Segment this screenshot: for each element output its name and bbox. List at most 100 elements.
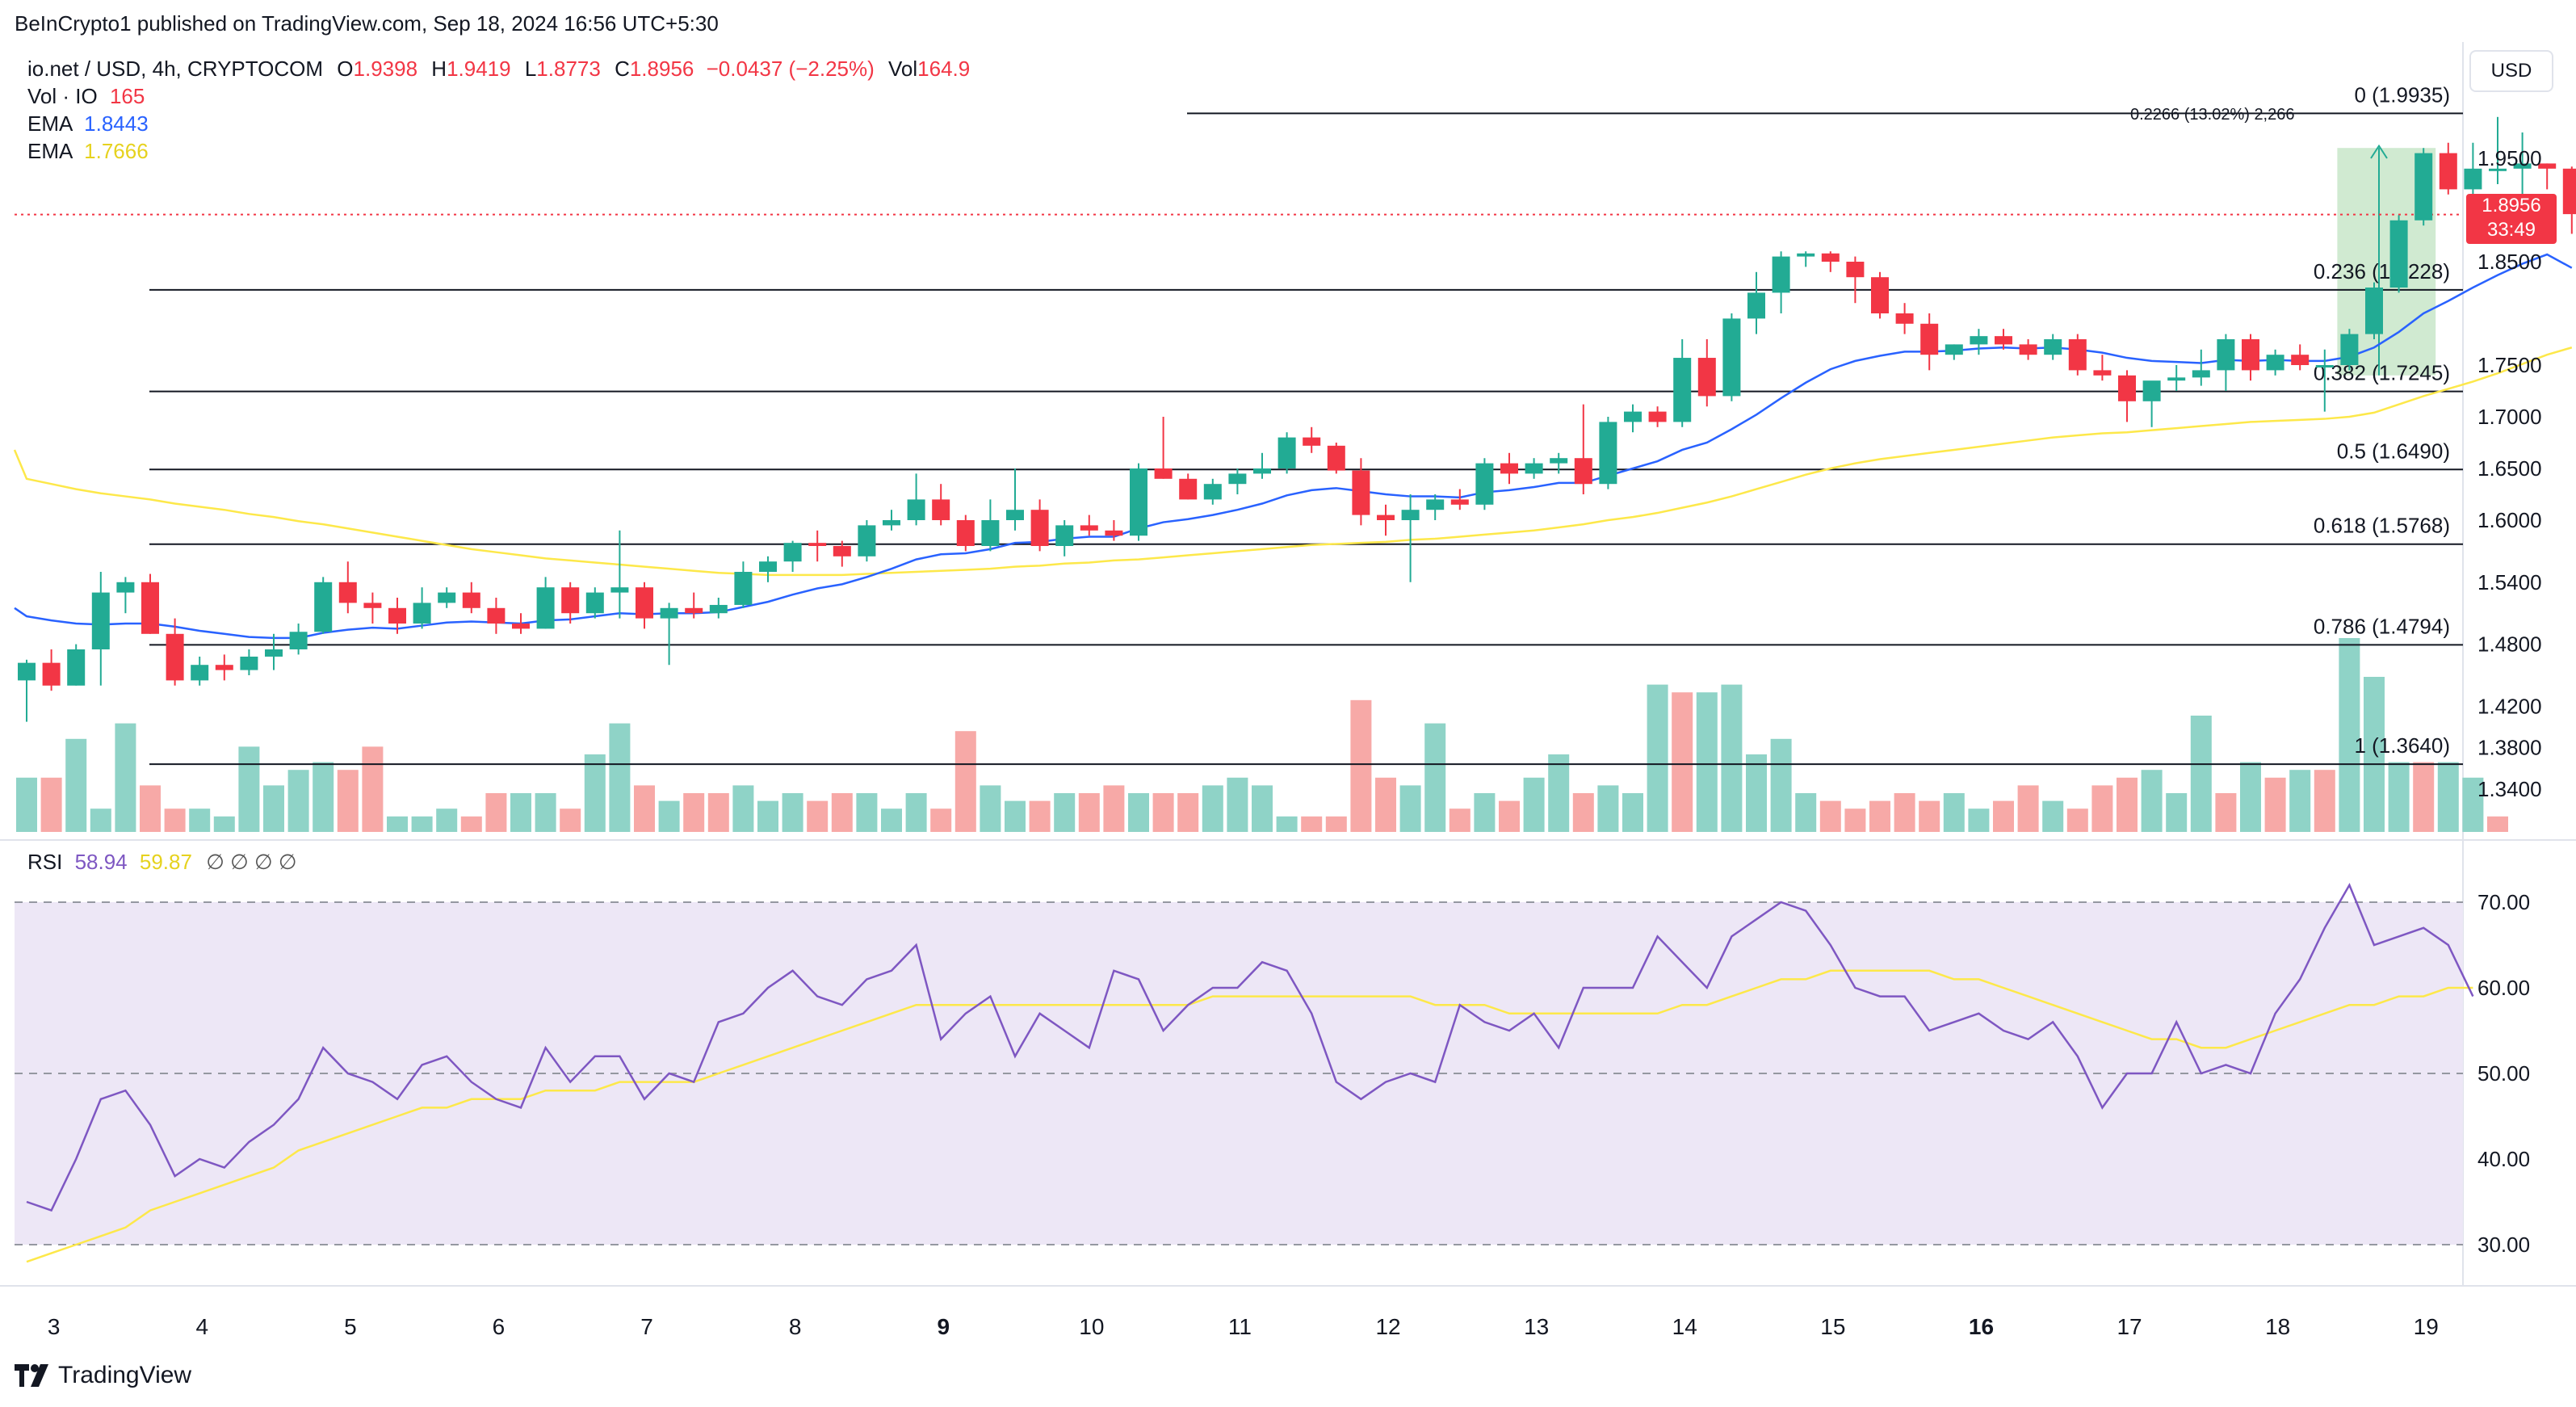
candle-body bbox=[240, 656, 258, 670]
ohlc-high: 1.9419 bbox=[447, 57, 511, 81]
candle bbox=[709, 598, 728, 619]
volume-bar bbox=[1054, 793, 1076, 832]
symbol-name: io.net / USD, 4h, CRYPTOCOM bbox=[27, 57, 324, 81]
volume-bar bbox=[1449, 808, 1471, 832]
candle bbox=[265, 633, 283, 670]
candle bbox=[783, 540, 802, 572]
candle bbox=[907, 473, 925, 526]
ohlc-change: −0.0437 (−2.25%) bbox=[706, 57, 875, 81]
volume-bar bbox=[1177, 793, 1199, 832]
price-tick-label: 1.7000 bbox=[2477, 405, 2542, 429]
volume-bar bbox=[436, 808, 458, 832]
volume-bar bbox=[1597, 785, 1619, 832]
volume-bar bbox=[140, 785, 161, 832]
vol-io-value: 165 bbox=[109, 84, 145, 108]
candle-body bbox=[1179, 478, 1198, 500]
candle bbox=[1401, 494, 1420, 582]
fib-level-label: 0.5 (1.6490) bbox=[2337, 439, 2450, 463]
volume-bar bbox=[1647, 684, 1668, 832]
volume-bar bbox=[1795, 793, 1817, 832]
symbol-legend: io.net / USD, 4h, CRYPTOCOM O1.9398 H1.9… bbox=[27, 57, 970, 82]
candle bbox=[1574, 404, 1592, 494]
price-tick-label: 1.3800 bbox=[2477, 736, 2542, 760]
volume-bar bbox=[1523, 777, 1545, 832]
candle-body bbox=[487, 607, 506, 624]
ohlc-high-label: H bbox=[431, 57, 447, 81]
volume-bar bbox=[1499, 800, 1520, 832]
candle bbox=[1722, 313, 1741, 401]
fib-level-label: 1 (1.3640) bbox=[2354, 733, 2450, 758]
volume-bar bbox=[535, 793, 556, 832]
candle bbox=[388, 598, 406, 634]
candle-body bbox=[314, 582, 333, 632]
candle-body bbox=[1995, 336, 2012, 345]
candle-body bbox=[215, 665, 233, 670]
ohlc-open-label: O bbox=[337, 57, 354, 81]
candle-body bbox=[759, 561, 777, 572]
time-tick-label: 16 bbox=[1969, 1314, 1994, 1339]
volume-bar bbox=[980, 785, 1001, 832]
candle-body bbox=[858, 525, 876, 556]
candle bbox=[2217, 334, 2235, 391]
candle-body bbox=[1821, 253, 1840, 262]
volume-bar bbox=[2240, 762, 2261, 832]
fib-level-label: 0.786 (1.4794) bbox=[2314, 614, 2450, 638]
time-tick-label: 12 bbox=[1375, 1314, 1400, 1339]
candle-body bbox=[2019, 344, 2037, 355]
volume-bar bbox=[164, 808, 186, 832]
price-tick-label: 1.8500 bbox=[2477, 250, 2542, 274]
volume-bar bbox=[1128, 793, 1149, 832]
candle bbox=[1105, 520, 1123, 541]
candle bbox=[1179, 473, 1198, 500]
candle-body bbox=[2513, 163, 2532, 169]
volume-bar bbox=[337, 770, 359, 832]
ema-fast-label: EMA bbox=[27, 111, 72, 136]
candle-body bbox=[1154, 468, 1173, 479]
time-tick-label: 15 bbox=[1820, 1314, 1845, 1339]
candle-body bbox=[265, 649, 283, 657]
candle-body bbox=[1895, 313, 1914, 324]
candle bbox=[561, 582, 580, 624]
candle bbox=[289, 624, 308, 655]
tradingview-logo-icon bbox=[15, 1364, 48, 1387]
candle-body bbox=[2414, 153, 2433, 220]
volume-bar bbox=[1819, 800, 1841, 832]
fib-level-label: 0.618 (1.5768) bbox=[2314, 514, 2450, 538]
volume-bar bbox=[707, 793, 729, 832]
currency-button[interactable]: USD bbox=[2469, 50, 2553, 92]
candle bbox=[413, 587, 431, 629]
candle bbox=[2489, 116, 2507, 184]
candle-body bbox=[956, 520, 975, 546]
tradingview-logo: TradingView bbox=[15, 1362, 191, 1389]
price-tick-label: 1.6500 bbox=[2477, 456, 2542, 481]
candle bbox=[2439, 142, 2457, 195]
candle bbox=[2167, 365, 2186, 391]
candle bbox=[2365, 282, 2383, 339]
candle-body bbox=[1203, 484, 1222, 500]
candle bbox=[1278, 432, 1296, 474]
candle bbox=[91, 572, 110, 686]
volume-bar bbox=[2141, 770, 2163, 832]
candle-body bbox=[1377, 514, 1395, 520]
rsi-tick-label: 60.00 bbox=[2477, 976, 2530, 1000]
candle bbox=[1697, 339, 1716, 407]
rsi-empty-values: ∅ ∅ ∅ ∅ bbox=[206, 850, 297, 874]
candle bbox=[1871, 271, 1889, 319]
candle-body bbox=[2044, 339, 2062, 355]
candle bbox=[338, 561, 357, 614]
rsi-ma-line bbox=[26, 969, 2473, 1263]
rsi-legend: RSI 58.94 59.87 ∅ ∅ ∅ ∅ bbox=[27, 850, 296, 875]
volume-bar bbox=[2364, 677, 2385, 832]
candle bbox=[1525, 458, 1543, 479]
volume-bar bbox=[683, 793, 705, 832]
volume-bar bbox=[1869, 800, 1890, 832]
candle bbox=[1772, 251, 1790, 313]
candle-body bbox=[2340, 334, 2359, 365]
candle bbox=[808, 530, 827, 562]
volume-bar bbox=[2289, 770, 2311, 832]
candle bbox=[1673, 339, 1692, 427]
volume-bar bbox=[1202, 785, 1223, 832]
volume-bar bbox=[1474, 793, 1496, 832]
last-price: 1.8956 bbox=[2482, 195, 2541, 216]
